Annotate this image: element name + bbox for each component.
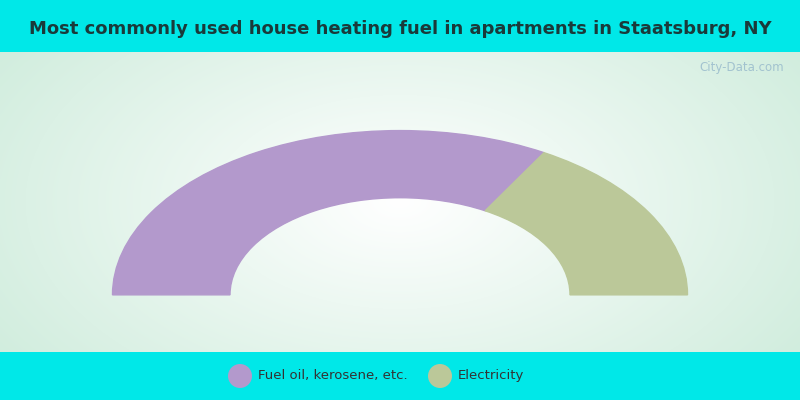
Text: Fuel oil, kerosene, etc.: Fuel oil, kerosene, etc.: [258, 370, 407, 382]
Text: Electricity: Electricity: [458, 370, 524, 382]
Text: Most commonly used house heating fuel in apartments in Staatsburg, NY: Most commonly used house heating fuel in…: [29, 20, 771, 38]
Wedge shape: [485, 153, 687, 295]
Text: City-Data.com: City-Data.com: [699, 61, 784, 74]
Ellipse shape: [428, 364, 452, 388]
Ellipse shape: [228, 364, 252, 388]
Wedge shape: [113, 130, 544, 295]
